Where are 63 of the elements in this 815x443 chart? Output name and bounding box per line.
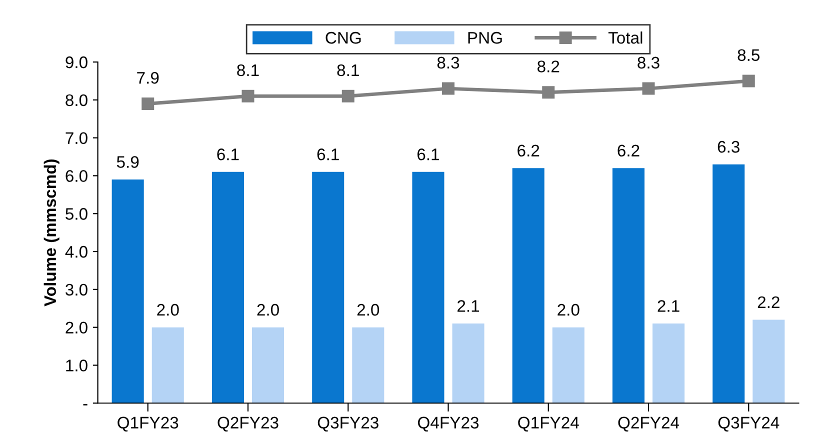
data-label: 6.1 [417,148,439,160]
x-tick-label: Q3FY24 [718,416,780,432]
bar [152,327,184,404]
x-tick-label: Q1FY23 [118,416,178,432]
data-label: 2.0 [357,304,380,316]
y-tick-label: 3.0 [66,284,88,296]
data-label: 2.0 [157,304,179,316]
bar [652,324,685,404]
bar [352,327,384,404]
x-tick-label: Q1FY24 [518,416,579,432]
y-tick-label: 2.0 [66,322,88,334]
data-label: 6.2 [518,144,540,157]
data-label: 2.2 [758,296,780,308]
y-tick-label: 6.0 [66,170,88,182]
data-label: 6.2 [618,144,640,157]
y-tick-label: 1.0 [66,360,88,372]
x-tick-label: Q2FY24 [618,416,680,432]
point [742,74,755,88]
x-tick-label: Q2FY23 [218,416,278,432]
point [342,90,354,102]
bar [512,168,544,404]
data-label: 8.2 [538,60,560,72]
point [242,90,254,102]
data-label: 8.3 [638,56,660,69]
y-tick-label: - [83,404,88,406]
bar [552,327,584,404]
bar [212,172,244,404]
data-label: 6.1 [317,148,339,160]
y-tick-label: 9.0 [66,56,88,68]
x-tick-label: Q4FY23 [418,416,479,432]
point [542,86,555,99]
data-label: 2.0 [257,304,279,316]
bar [412,172,444,404]
bar [712,164,745,404]
x-tick-label: Q3FY23 [318,416,378,432]
y-tick-label: 4.0 [65,246,88,258]
y-tick-label: 5.0 [66,208,88,220]
point [642,82,655,95]
y-tick-label: 7.0 [66,132,88,144]
data-label: 8.5 [738,49,760,62]
y-axis-title: Volume (mmscmd) [44,159,60,306]
bar [452,324,484,404]
data-label: 8.1 [337,64,359,76]
data-label: 8.1 [237,64,259,76]
bar [252,327,284,404]
bar [752,320,785,404]
data-label: 6.1 [217,148,239,160]
data-label: 2.0 [558,304,580,316]
bar [312,172,344,404]
data-label: 7.9 [137,72,159,84]
y-tick-label: 8.0 [66,94,88,106]
data-label: 2.1 [658,300,680,312]
legend-label: CNG [326,32,361,44]
data-label: 2.1 [458,300,480,312]
point [442,82,454,95]
legend-label: Total [608,31,642,44]
point [142,97,154,110]
data-label: 5.9 [116,156,139,168]
legend-label: PNG [468,32,502,44]
bar [112,180,144,404]
bar [612,168,644,404]
data-label: 8.3 [437,56,460,69]
data-label: 6.3 [718,140,740,153]
